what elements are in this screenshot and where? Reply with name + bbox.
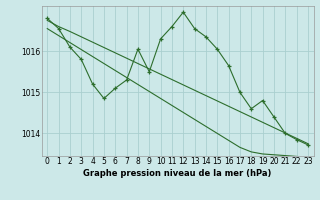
X-axis label: Graphe pression niveau de la mer (hPa): Graphe pression niveau de la mer (hPa): [84, 169, 272, 178]
